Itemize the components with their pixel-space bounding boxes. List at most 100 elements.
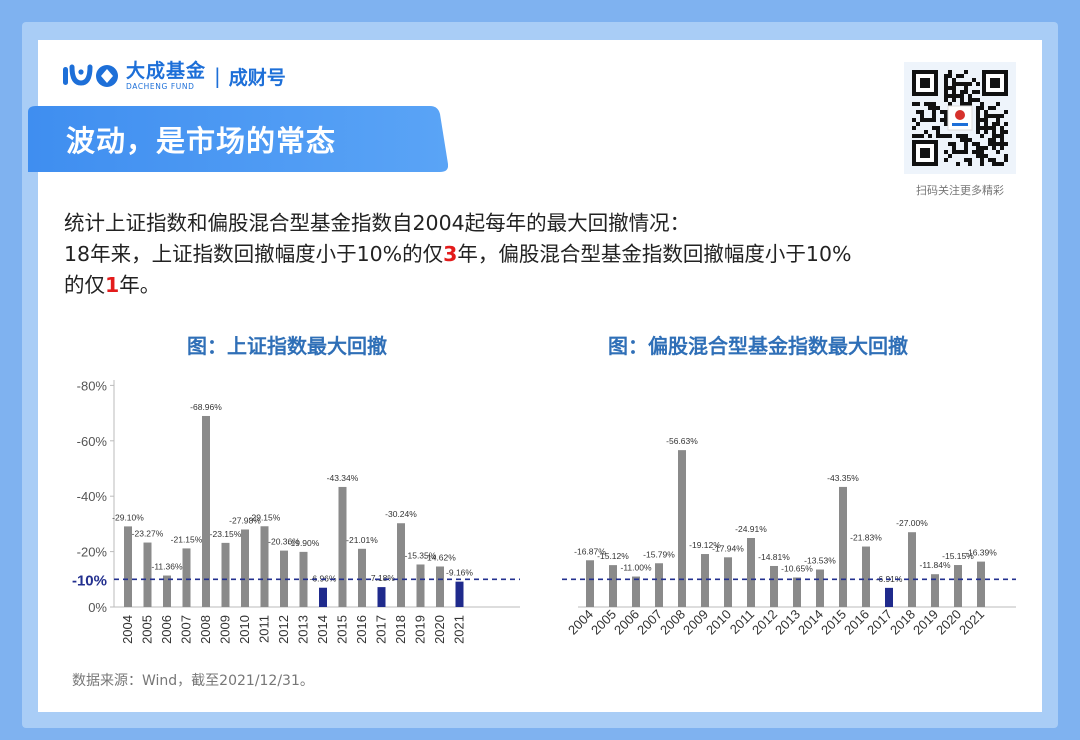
intro-line-1: 统计上证指数和偏股混合型基金指数自2004起每年的最大回撤情况： xyxy=(64,211,691,235)
data-label: -56.63% xyxy=(666,436,698,446)
data-label: -21.15% xyxy=(171,534,203,544)
x-tick-label: 2008 xyxy=(657,607,688,638)
bar xyxy=(908,532,916,607)
brand-name: 大成基金 DACHENG FUND xyxy=(126,59,207,91)
highlight-number-1: 1 xyxy=(105,273,120,297)
x-tick-label: 2015 xyxy=(335,615,350,644)
brand-en: DACHENG FUND xyxy=(126,81,195,91)
data-label: -30.24% xyxy=(385,509,417,519)
bar xyxy=(816,569,824,607)
bar xyxy=(839,486,847,607)
bar xyxy=(163,575,171,607)
data-label: -7.18% xyxy=(368,573,395,583)
bar xyxy=(770,565,778,607)
bar xyxy=(747,537,755,607)
x-tick-label: 2013 xyxy=(296,615,311,644)
data-label: -24.91% xyxy=(735,524,767,534)
data-label: -20.36% xyxy=(268,537,300,547)
y-tick-label: -60% xyxy=(77,434,108,449)
bar xyxy=(954,565,962,607)
x-tick-label: 2021 xyxy=(452,615,467,644)
x-tick-label: 2014 xyxy=(795,607,826,638)
logo-mark-icon xyxy=(62,63,120,89)
x-tick-label: 2020 xyxy=(933,607,964,638)
data-label: -11.00% xyxy=(620,563,651,573)
data-label: -15.12% xyxy=(597,551,629,561)
bar xyxy=(586,560,594,607)
x-tick-label: 2009 xyxy=(680,607,711,638)
bar xyxy=(416,564,425,607)
bar xyxy=(609,565,617,607)
reference-line-label: -10% xyxy=(72,572,107,589)
fund-drawdown-chart: -16.87% 2004 -15.12% 2005 -11.00% 2006 -15.79%… xyxy=(562,436,1016,638)
y-tick-label: -20% xyxy=(77,545,108,560)
bar xyxy=(280,550,288,607)
qr-code-icon[interactable] xyxy=(904,62,1016,174)
data-label: -29.15% xyxy=(249,512,281,522)
data-label: -21.01% xyxy=(346,535,378,545)
chart-title-sse: 图：上证指数最大回撤 xyxy=(187,334,387,358)
x-tick-label: 2007 xyxy=(179,615,194,644)
x-tick-label: 2011 xyxy=(257,615,272,643)
x-tick-label: 2004 xyxy=(565,607,596,638)
bar xyxy=(455,581,464,607)
data-label: -68.96% xyxy=(190,402,222,412)
intro-line-3: 的仅1年。 xyxy=(64,270,1024,301)
x-tick-label: 2017 xyxy=(374,615,389,644)
data-label: -11.36% xyxy=(151,562,182,572)
bar xyxy=(655,563,663,607)
highlight-number-3: 3 xyxy=(443,242,458,266)
data-label: -17.94% xyxy=(712,543,744,553)
brand-logo: 大成基金 DACHENG FUND | 成财号 xyxy=(62,58,286,94)
bar xyxy=(436,566,444,607)
x-tick-label: 2016 xyxy=(841,607,872,638)
x-tick-label: 2016 xyxy=(354,615,369,644)
x-tick-label: 2021 xyxy=(956,607,987,638)
x-tick-label: 2018 xyxy=(887,607,918,638)
bar xyxy=(338,486,347,607)
x-tick-label: 2017 xyxy=(864,607,895,638)
data-label: -11.84% xyxy=(919,560,950,570)
chart-title-fund: 图：偏股混合型基金指数最大回撤 xyxy=(608,334,908,358)
logo-separator: | xyxy=(214,64,221,88)
bar xyxy=(724,557,732,607)
bar xyxy=(319,587,327,607)
intro-line-3-part-2: 年。 xyxy=(119,273,161,297)
bar xyxy=(202,415,210,607)
brand-cn: 大成基金 xyxy=(126,59,207,82)
intro-line-2-part-1: 18年来，上证指数回撤幅度小于10%的仅 xyxy=(64,242,444,266)
x-tick-label: 2019 xyxy=(413,615,428,644)
x-tick-label: 2015 xyxy=(818,607,849,638)
data-label: -27.98% xyxy=(229,515,261,525)
x-tick-label: 2010 xyxy=(237,615,252,644)
bar xyxy=(701,554,709,607)
data-label: -27.00% xyxy=(896,518,928,528)
data-label: -29.10% xyxy=(112,512,144,522)
x-tick-label: 2020 xyxy=(432,615,447,644)
data-label: -23.27% xyxy=(132,529,164,539)
bar xyxy=(678,450,686,607)
x-tick-label: 2012 xyxy=(276,615,291,644)
data-label: -9.16% xyxy=(446,568,473,578)
intro-line-3-part-1: 的仅 xyxy=(64,273,105,297)
data-source: 数据来源：Wind，截至2021/12/31。 xyxy=(72,673,314,689)
bar xyxy=(885,587,893,607)
bar xyxy=(793,577,801,607)
data-label: -21.83% xyxy=(850,533,882,543)
x-tick-label: 2008 xyxy=(198,615,213,644)
qr-caption: 扫码关注更多精彩 xyxy=(916,184,1004,197)
intro-line-2: 18年来，上证指数回撤幅度小于10%的仅3年，偏股混合型基金指数回撤幅度小于10… xyxy=(64,239,1024,270)
x-tick-label: 2007 xyxy=(634,607,665,638)
bar xyxy=(221,542,230,607)
x-tick-label: 2019 xyxy=(910,607,941,638)
bar xyxy=(632,576,640,607)
sse-drawdown-chart: -80% -60% -40% -20% 0% -10% -29.10% 2004 -23.27%… xyxy=(72,378,520,644)
bar xyxy=(182,548,191,607)
data-label: -10.65% xyxy=(781,563,813,573)
data-label: -16.87% xyxy=(574,546,606,556)
data-label: -15.15% xyxy=(942,551,974,561)
bar xyxy=(862,546,870,607)
intro-text: 统计上证指数和偏股混合型基金指数自2004起每年的最大回撤情况： 18年来，上证… xyxy=(64,208,1024,301)
bar xyxy=(143,542,152,607)
bar xyxy=(358,548,366,607)
